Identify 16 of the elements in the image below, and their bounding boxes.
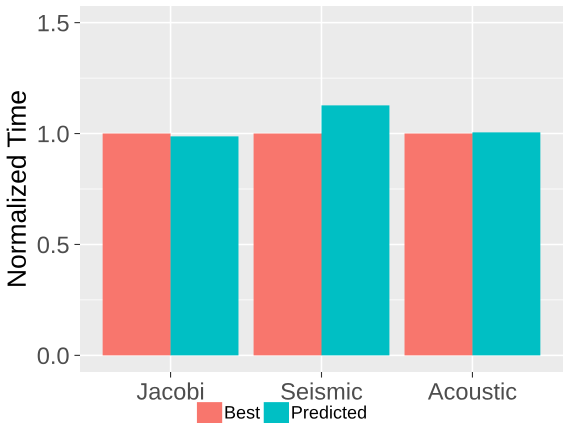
y-tick-label: 1.0 [38,126,69,142]
bar [322,105,390,356]
y-tick-label: 0.5 [38,236,69,254]
y-axis-title: Normalized Time [6,91,26,286]
bar [102,134,171,356]
bar [472,132,540,356]
legend-label: Best [225,406,260,419]
y-tick-label: 1.5 [38,14,69,32]
bar [170,136,238,356]
x-tick-label: Jacobi [136,382,204,400]
y-tick-label: 0.0 [38,347,69,364]
legend-label: Predicted [292,405,366,419]
bar [404,134,472,356]
x-tick-label: Seismic [281,382,362,400]
bar [254,134,322,356]
x-tick-label: Acoustic [428,382,516,400]
